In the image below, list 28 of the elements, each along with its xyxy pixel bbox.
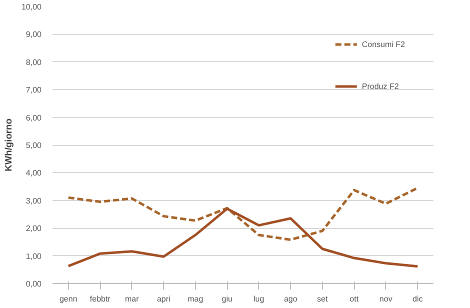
x-tick-label: ott [350,294,360,304]
y-tick-label: 6,00 [26,113,42,122]
legend-label: Produz F2 [362,82,399,90]
x-tick-label: ago [284,294,298,304]
x-tick-label: febbtr [90,294,111,304]
y-tick-label: 8,00 [26,58,42,67]
x-tick-label: mag [188,294,204,304]
y-tick-label: 5,00 [26,141,42,150]
y-tick-label: 9,00 [26,30,42,40]
x-tick-label: dic [412,294,423,304]
y-tick-label: 10,00 [21,2,42,12]
x-tick-label: set [317,294,328,304]
x-tick-label: genn [59,294,78,304]
y-tick-label: 7,00 [26,86,42,95]
x-tick-label: mar [124,294,140,304]
y-tick-label: 0,00 [26,280,42,288]
x-tick-label: giu [222,294,232,304]
x-tick-label: nov [379,294,392,304]
y-tick-label: 2,00 [26,224,42,234]
y-tick-label: 1,00 [26,252,42,261]
y-tick-label: 4,00 [26,168,42,178]
line-series [67,186,419,241]
x-tick-label: lug [254,294,264,304]
line-series [67,207,419,268]
y-axis-title: KWh/giorno [3,118,14,172]
x-tick-label: apri [156,294,171,304]
y-tick-label: 3,00 [26,196,42,206]
legend-label: Consumi F2 [362,40,405,48]
